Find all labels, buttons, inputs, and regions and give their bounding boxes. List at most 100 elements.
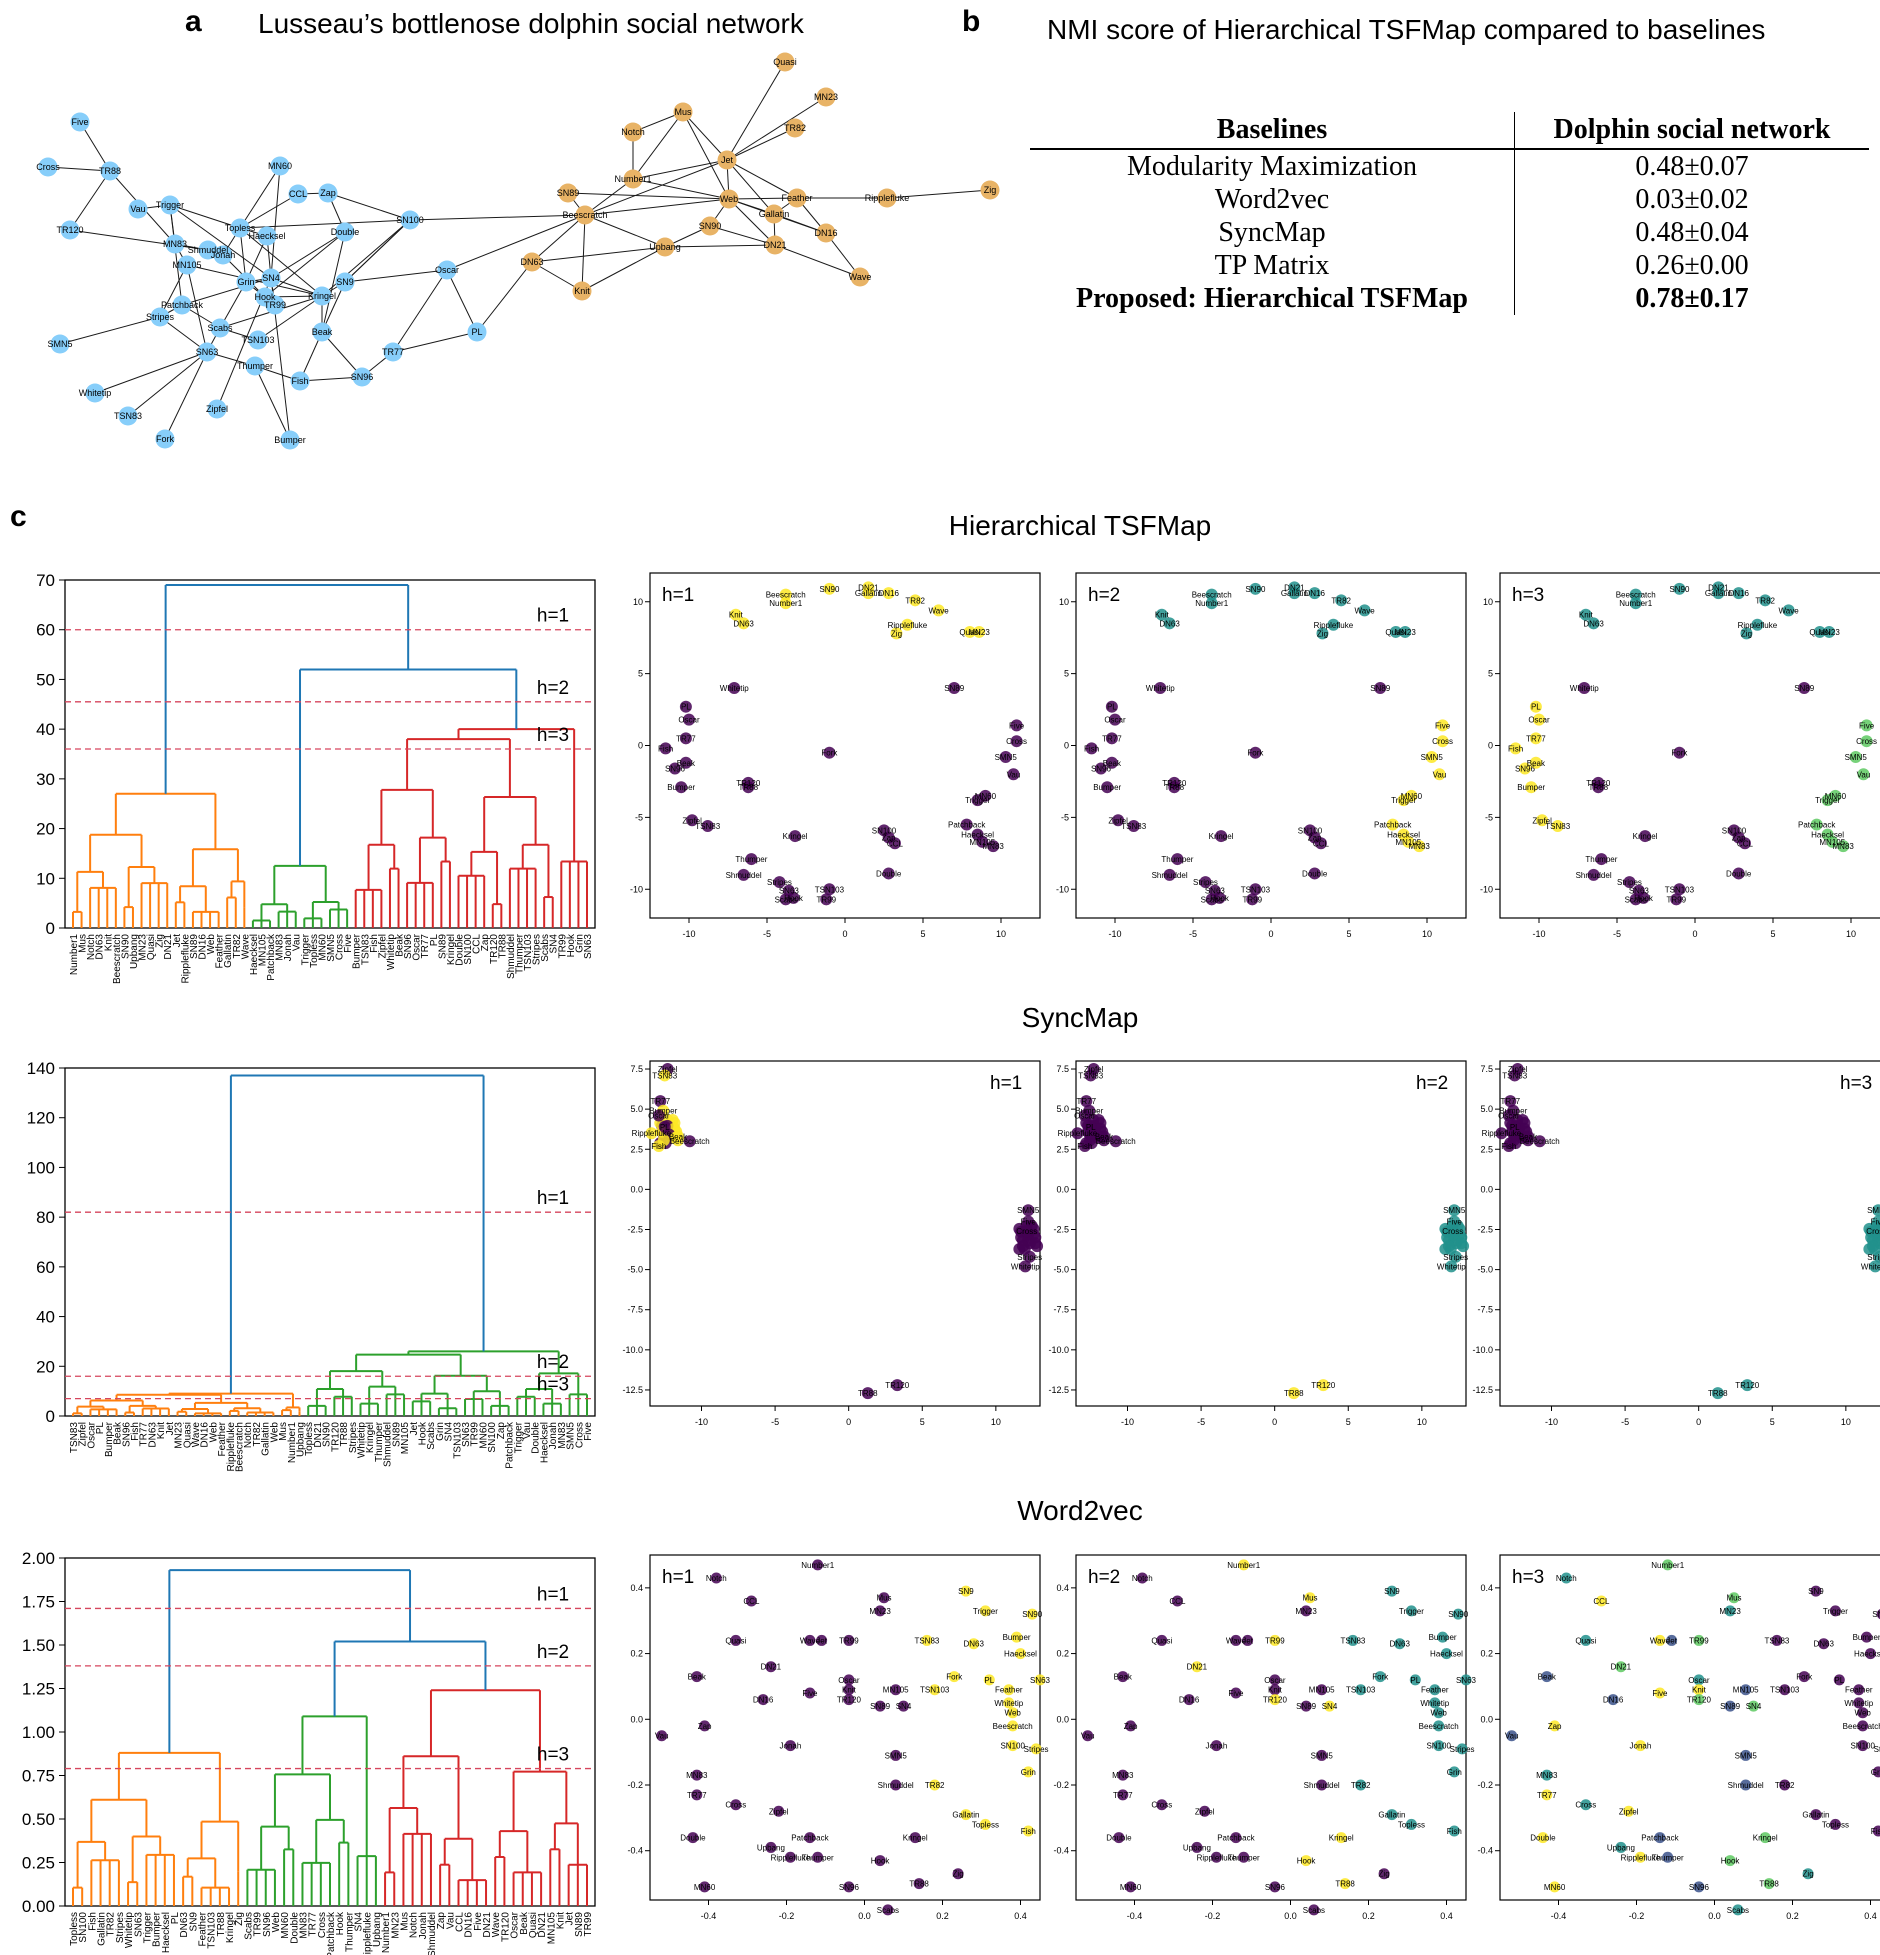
- scatter-point-label: Oscar: [838, 1676, 860, 1685]
- scatter-point: [679, 700, 692, 713]
- scatter-point: [668, 762, 681, 775]
- leaf-label: Beescratch: [112, 934, 123, 984]
- scatter-point-label: Shmuddel: [1728, 1781, 1764, 1790]
- nmi-method: Modularity Maximization: [1126, 151, 1418, 182]
- network-edge: [181, 277, 272, 306]
- scatter-point: [804, 1687, 816, 1699]
- cut-label: h=2: [537, 1642, 569, 1663]
- leaf-label: Oscar: [510, 1911, 521, 1938]
- network-node: [290, 371, 310, 391]
- cut-label: h=2: [537, 1352, 569, 1373]
- scatter-point-label: Whitetip: [1844, 1699, 1873, 1708]
- scatter-point-label: Mus: [1302, 1594, 1317, 1603]
- panel-h-label: h=3: [1512, 585, 1544, 606]
- network-node-label: Grin: [237, 277, 254, 287]
- cut-label: h=2: [537, 678, 569, 699]
- panel-h-label: h=3: [1512, 1567, 1544, 1588]
- leaf-label: Haecksel: [539, 1422, 550, 1463]
- scatter-point: [1339, 1878, 1351, 1890]
- leaf-label: DN21: [313, 1422, 324, 1448]
- scatter-point-label: DN63: [1583, 619, 1604, 628]
- y-tick-label: 0.0: [1480, 1714, 1493, 1724]
- network-edge: [327, 192, 411, 221]
- scatter-point-label: Jet: [1666, 1636, 1677, 1645]
- leaf-label: Zipfel: [78, 1422, 89, 1446]
- scatter-point-label: SN4: [1322, 1702, 1338, 1711]
- scatter-point-label: Zig: [1741, 629, 1752, 638]
- leaf-label: Patchback: [266, 933, 277, 981]
- scatter-point-label: MN83: [1112, 1771, 1134, 1780]
- leaf-label: SN89: [391, 1422, 402, 1447]
- scatter-point: [1782, 604, 1795, 617]
- scatter-point-label: TSN103: [1770, 1686, 1800, 1695]
- scatter-point: [729, 608, 742, 621]
- scatter-point: [1238, 1851, 1250, 1863]
- nmi-score: 0.48±0.04: [1514, 216, 1869, 249]
- panel-title-b: NMI score of Hierarchical TSFMap compare…: [1047, 14, 1766, 45]
- scatter-point: [730, 1799, 742, 1811]
- scatter-point-label: Kringel: [1753, 1834, 1778, 1843]
- y-tick-label: 0.4: [1056, 1583, 1069, 1593]
- leaf-label: Fish: [369, 934, 380, 953]
- network-node-label: TR77: [382, 347, 404, 357]
- x-tick-label: -10: [1121, 1417, 1134, 1427]
- scatter-point: [1587, 617, 1600, 630]
- scatter-point-label: SMN5: [1017, 1206, 1040, 1215]
- scatter-point-label: PL: [1510, 1123, 1520, 1132]
- scatter-point: [952, 1868, 964, 1880]
- scatter-point-label: TR77: [1537, 1791, 1557, 1800]
- scatter-point: [1003, 1697, 1015, 1709]
- network-node: [85, 383, 105, 403]
- scatter-point: [1763, 1878, 1775, 1890]
- y-tick-label: 7.5: [1056, 1064, 1069, 1074]
- scatter-point: [1634, 1740, 1646, 1752]
- x-tick-label: 10: [991, 1417, 1001, 1427]
- network-node-label: Number1: [614, 174, 651, 184]
- scatter-point-label: DN16: [1603, 1696, 1624, 1705]
- leaf-label: Number1: [381, 1912, 392, 1954]
- scatter-point-label: Notch: [1556, 1574, 1577, 1583]
- scatter-point: [1394, 1638, 1406, 1650]
- leaf-label: SN63: [583, 934, 594, 959]
- nmi-score: 0.26±0.00: [1514, 249, 1869, 282]
- scatter-point: [1448, 1825, 1460, 1837]
- network-node: [288, 184, 308, 204]
- scatter-point-label: Knit: [842, 1686, 857, 1695]
- leaf-label: Whitetip: [386, 934, 397, 971]
- leaf-label: Trigger: [300, 933, 311, 965]
- scatter-point: [1136, 1572, 1148, 1584]
- panel-h-label: h=3: [1840, 1073, 1872, 1094]
- scatter-point-label: Mus: [1726, 1594, 1741, 1603]
- scatter-point: [882, 1904, 894, 1916]
- network-node-label: TR120: [56, 225, 83, 235]
- scatter-point-label: Feather: [995, 1686, 1023, 1695]
- scatter-point-label: DN21: [1611, 1663, 1632, 1672]
- scatter-point: [675, 781, 688, 794]
- network-node: [816, 223, 836, 243]
- leaf-label: SN4: [354, 1912, 365, 1932]
- network-edge: [164, 351, 208, 440]
- scatter-point: [1445, 1260, 1458, 1273]
- scatter-point: [1078, 1140, 1091, 1153]
- scatter-point: [1034, 1674, 1046, 1686]
- scatter-point-label: Bumper: [1093, 783, 1121, 792]
- scatter-point: [1670, 893, 1683, 906]
- y-tick-label: -12.5: [1472, 1385, 1493, 1395]
- scatter-point: [1732, 867, 1745, 880]
- x-tick-label: 10: [1422, 929, 1432, 939]
- scatter-point-label: Bumper: [1499, 1107, 1527, 1116]
- network-node: [467, 322, 487, 342]
- x-tick-label: 5: [1346, 1417, 1351, 1427]
- leaf-label: Upbang: [296, 1422, 307, 1457]
- scatter-point-label: TR120: [885, 1381, 910, 1390]
- y-tick-label: 10: [633, 597, 643, 607]
- scatter-point-label: Wave: [1650, 1636, 1671, 1645]
- scatter-point: [932, 604, 945, 617]
- scatter-point-label: SN89: [1370, 684, 1391, 693]
- scatter-point-label: Hook: [784, 894, 804, 903]
- leaf-label: DN63: [95, 934, 106, 960]
- scatter-point-label: Shmuddel: [726, 871, 762, 880]
- scatter-point-label: Zig: [1379, 1870, 1390, 1879]
- scatter-point: [1673, 582, 1686, 595]
